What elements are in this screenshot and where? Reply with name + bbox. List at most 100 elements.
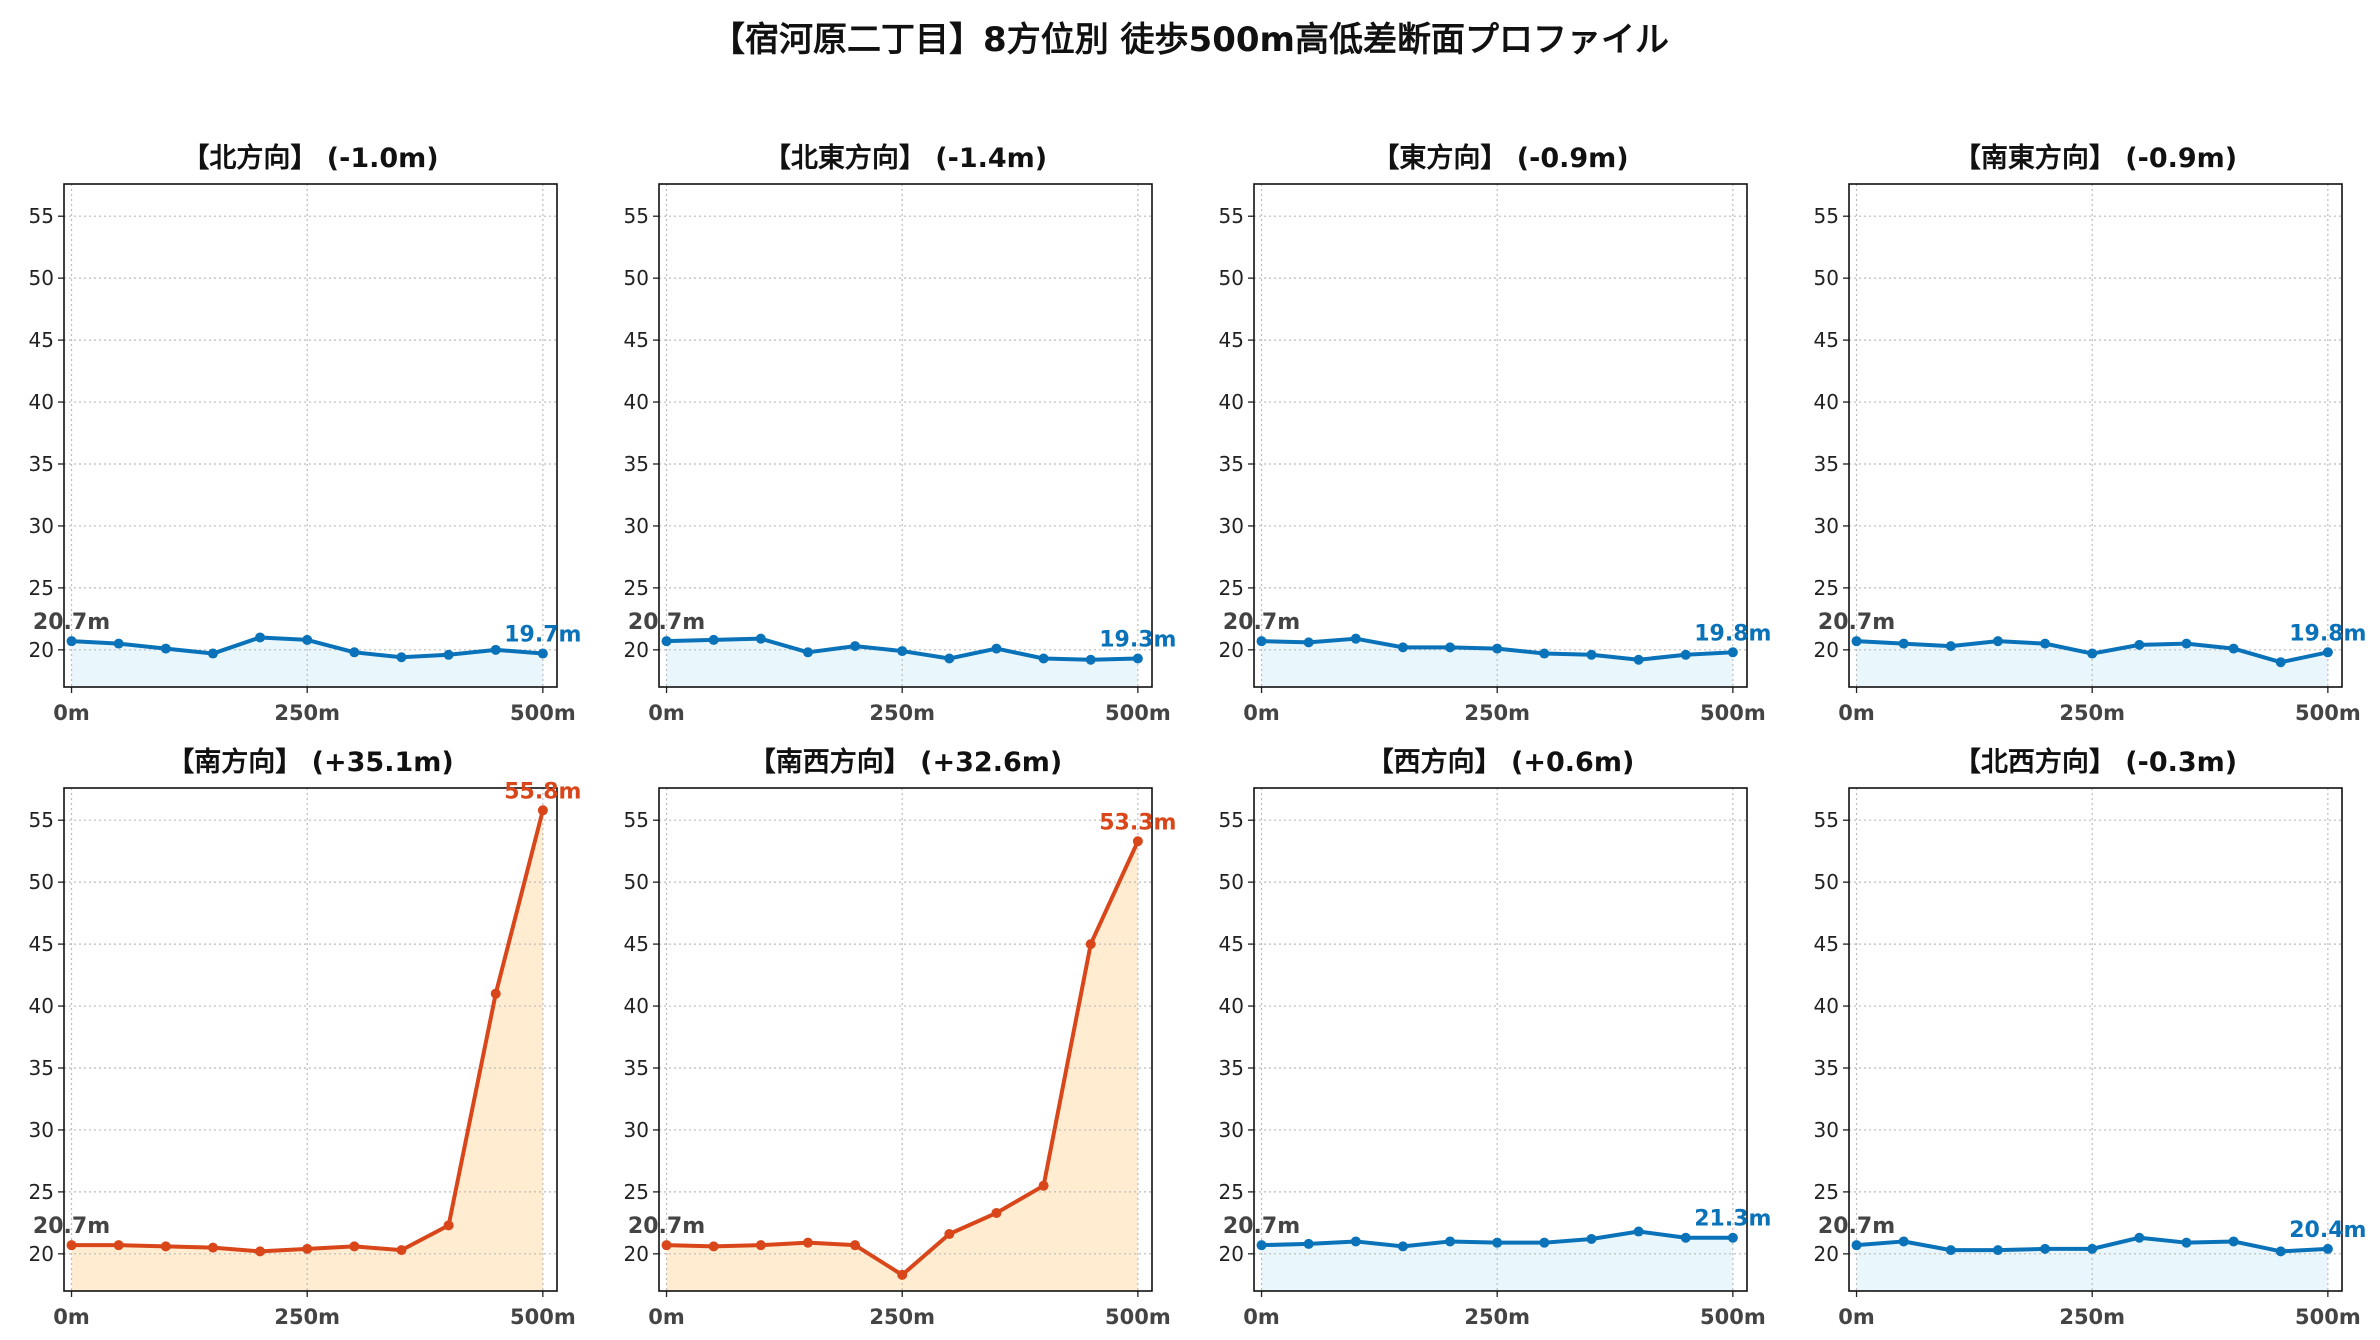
data-point [1633, 654, 1644, 665]
data-point [1727, 1232, 1738, 1243]
ytick-label: 45 [29, 932, 54, 956]
subplot-4: 20 25 30 35 40 45 50 55 0m 250m 500m 20.7m 55.8m 【南方向… [29, 746, 582, 1329]
ytick-label: 30 [1219, 1118, 1244, 1142]
data-point [2228, 643, 2239, 654]
subplot-title: 【南西方向】 (+32.6m) [749, 746, 1062, 778]
ytick-label: 20 [1814, 1242, 1839, 1266]
data-point [1851, 636, 1862, 647]
ytick-label: 35 [624, 1056, 649, 1080]
data-point [255, 632, 266, 643]
data-point [708, 634, 719, 645]
start-label: 20.7m [1223, 1214, 1300, 1239]
data-point [1898, 1236, 1909, 1247]
data-point [1586, 1233, 1597, 1244]
subplot-2: 20 25 30 35 40 45 50 55 0m 250m 500m 20.7m 19.8m 【東方向… [1219, 142, 1772, 725]
xtick-label: 500m [1105, 1305, 1171, 1329]
ytick-label: 55 [1814, 808, 1839, 832]
data-point [1038, 653, 1049, 664]
plot-frame [1848, 183, 2343, 688]
data-point [755, 633, 766, 644]
subplot-title: 【北西方向】 (-0.3m) [1954, 746, 2237, 778]
ytick-label: 20 [624, 638, 649, 662]
data-point [2040, 638, 2051, 649]
start-label: 20.7m [33, 1214, 110, 1239]
data-point [2322, 647, 2333, 658]
ytick-label: 25 [1814, 1180, 1839, 1204]
ytick-label: 40 [624, 390, 649, 414]
ytick-label: 35 [1219, 452, 1244, 476]
data-point [1397, 1241, 1408, 1252]
data-point [1256, 636, 1267, 647]
ytick-label: 20 [1219, 638, 1244, 662]
ytick-label: 50 [624, 266, 649, 290]
data-point [2087, 648, 2098, 659]
subplot-3: 20 25 30 35 40 45 50 55 0m 250m 500m 20.7m 19.8m 【南東方… [1814, 142, 2367, 725]
ytick-label: 40 [624, 994, 649, 1018]
subplot-6: 20 25 30 35 40 45 50 55 0m 250m 500m 20.7m 21.3m 【西方向… [1219, 746, 1772, 1329]
ytick-label: 55 [624, 204, 649, 228]
data-point [1445, 1236, 1456, 1247]
ytick-label: 40 [1814, 390, 1839, 414]
data-point [537, 805, 548, 816]
start-label: 20.7m [33, 610, 110, 635]
ytick-label: 25 [624, 576, 649, 600]
xtick-label: 0m [1243, 701, 1280, 725]
xtick-label: 250m [2059, 1305, 2125, 1329]
subplot-title: 【北方向】 (-1.0m) [182, 142, 438, 174]
data-point [661, 636, 672, 647]
end-label: 19.8m [2289, 621, 2366, 646]
xtick-label: 0m [1838, 1305, 1875, 1329]
ytick-label: 30 [29, 1118, 54, 1142]
start-label: 20.7m [628, 610, 705, 635]
ytick-label: 50 [1219, 870, 1244, 894]
xtick-label: 500m [1105, 701, 1171, 725]
ytick-label: 45 [29, 328, 54, 352]
end-label: 19.3m [1099, 628, 1176, 653]
ytick-label: 45 [1814, 932, 1839, 956]
plot-frame [63, 787, 558, 1292]
subplot-title: 【南東方向】 (-0.9m) [1954, 142, 2237, 174]
ytick-label: 25 [29, 576, 54, 600]
data-point [1992, 1245, 2003, 1256]
ytick-label: 45 [1814, 328, 1839, 352]
data-point [1397, 642, 1408, 653]
xtick-label: 250m [1464, 701, 1530, 725]
plot-frame [63, 183, 558, 688]
xtick-label: 0m [53, 701, 90, 725]
data-point [1945, 641, 1956, 652]
data-point [443, 1220, 454, 1231]
xtick-label: 0m [648, 1305, 685, 1329]
data-point [944, 1229, 955, 1240]
ytick-label: 30 [624, 1118, 649, 1142]
data-point [113, 638, 124, 649]
ytick-label: 50 [1219, 266, 1244, 290]
subplot-title: 【南方向】 (+35.1m) [167, 746, 453, 778]
area-fill [666, 841, 1138, 1291]
data-point [850, 1240, 861, 1251]
data-point [207, 648, 218, 659]
ytick-label: 30 [1219, 514, 1244, 538]
area-fill [666, 638, 1138, 687]
xtick-label: 0m [1243, 1305, 1280, 1329]
ytick-label: 45 [1219, 328, 1244, 352]
ytick-label: 45 [1219, 932, 1244, 956]
data-point [1132, 836, 1143, 847]
ytick-label: 50 [29, 870, 54, 894]
xtick-label: 0m [648, 701, 685, 725]
data-point [66, 636, 77, 647]
ytick-label: 45 [624, 328, 649, 352]
ytick-label: 40 [29, 390, 54, 414]
data-point [802, 1237, 813, 1248]
ytick-label: 20 [1814, 638, 1839, 662]
data-point [1038, 1180, 1049, 1191]
xtick-label: 0m [53, 1305, 90, 1329]
ytick-label: 50 [1814, 266, 1839, 290]
plot-frame [658, 787, 1153, 1292]
ytick-label: 40 [1219, 994, 1244, 1018]
data-point [2181, 1237, 2192, 1248]
data-point [302, 1243, 313, 1254]
xtick-label: 500m [2295, 701, 2361, 725]
data-point [113, 1240, 124, 1251]
data-point [991, 643, 1002, 654]
data-point [1350, 1236, 1361, 1247]
